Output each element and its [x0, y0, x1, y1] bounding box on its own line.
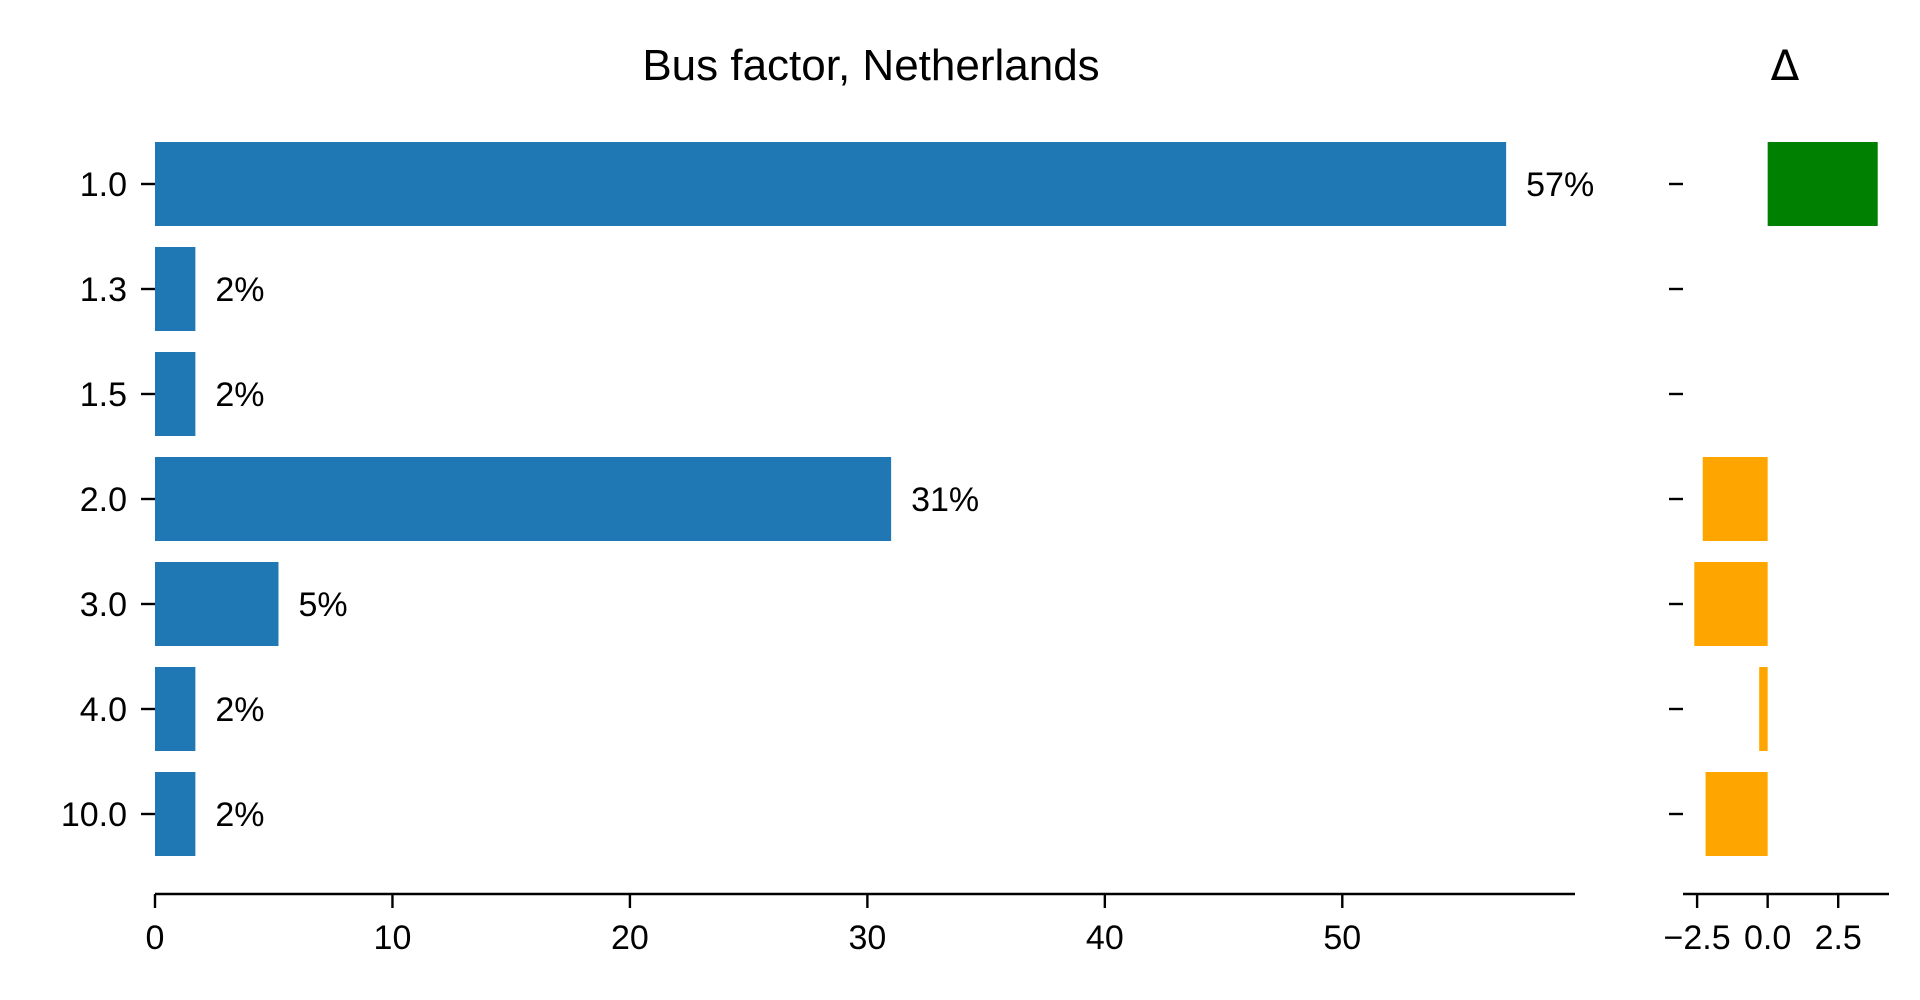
main-y-tick-labels: 1.0 1.3 1.5 2.0 3.0 4.0 10.0 [61, 166, 155, 834]
x-tick-label-30: 30 [848, 919, 886, 957]
y-tick-label-3.0: 3.0 [80, 586, 127, 624]
x-tick-label-10: 10 [374, 919, 412, 957]
data-label-4.0: 2% [215, 691, 264, 729]
bar-3.0 [155, 562, 279, 646]
y-tick-label-1.5: 1.5 [80, 376, 127, 414]
main-chart: Bus factor, Netherlands 1.0 1.3 1.5 2.0 3.0 4… [61, 41, 1594, 957]
y-tick-label-10.0: 10.0 [61, 796, 127, 834]
delta-title: Δ [1771, 41, 1800, 90]
y-tick-label-1.0: 1.0 [80, 166, 127, 204]
x-tick-label-20: 20 [611, 919, 649, 957]
bar-4.0 [155, 667, 196, 751]
bar-1.5 [155, 352, 196, 436]
delta-bar-1.0 [1767, 142, 1878, 226]
data-label-3.0: 5% [298, 586, 347, 624]
y-tick-label-1.3: 1.3 [80, 271, 127, 309]
delta-bars [1694, 142, 1878, 856]
delta-x-tick-label--2.5: −2.5 [1664, 919, 1731, 957]
data-label-1.5: 2% [215, 376, 264, 414]
data-label-2.0: 31% [911, 481, 979, 519]
delta-y-ticks [1669, 182, 1683, 816]
x-tick-label-40: 40 [1086, 919, 1124, 957]
main-bars [155, 142, 1507, 856]
bar-2.0 [155, 457, 892, 541]
x-tick-label-50: 50 [1323, 919, 1361, 957]
y-tick-label-4.0: 4.0 [80, 691, 127, 729]
x-tick-label-0: 0 [146, 919, 165, 957]
data-label-10.0: 2% [215, 796, 264, 834]
delta-bar-3.0 [1694, 562, 1768, 646]
main-x-ticks: 0 10 20 30 40 50 [146, 894, 1361, 957]
delta-bar-10.0 [1705, 772, 1768, 856]
bar-1.0 [155, 142, 1507, 226]
delta-chart: Δ −2.5 0.0 2.5 [1664, 41, 1889, 957]
bar-1.3 [155, 247, 196, 331]
y-tick-label-2.0: 2.0 [80, 481, 127, 519]
delta-bar-4.0 [1759, 667, 1768, 751]
chart-title: Bus factor, Netherlands [642, 41, 1099, 90]
data-label-1.3: 2% [215, 271, 264, 309]
delta-bar-2.0 [1702, 457, 1768, 541]
bar-10.0 [155, 772, 196, 856]
delta-x-ticks: −2.5 0.0 2.5 [1664, 894, 1862, 957]
delta-x-tick-label-0: 0.0 [1744, 919, 1791, 957]
data-label-1.0: 57% [1526, 166, 1594, 204]
main-data-labels: 57% 2% 2% 31% 5% 2% 2% [215, 166, 1594, 834]
delta-x-tick-label-2.5: 2.5 [1815, 919, 1862, 957]
